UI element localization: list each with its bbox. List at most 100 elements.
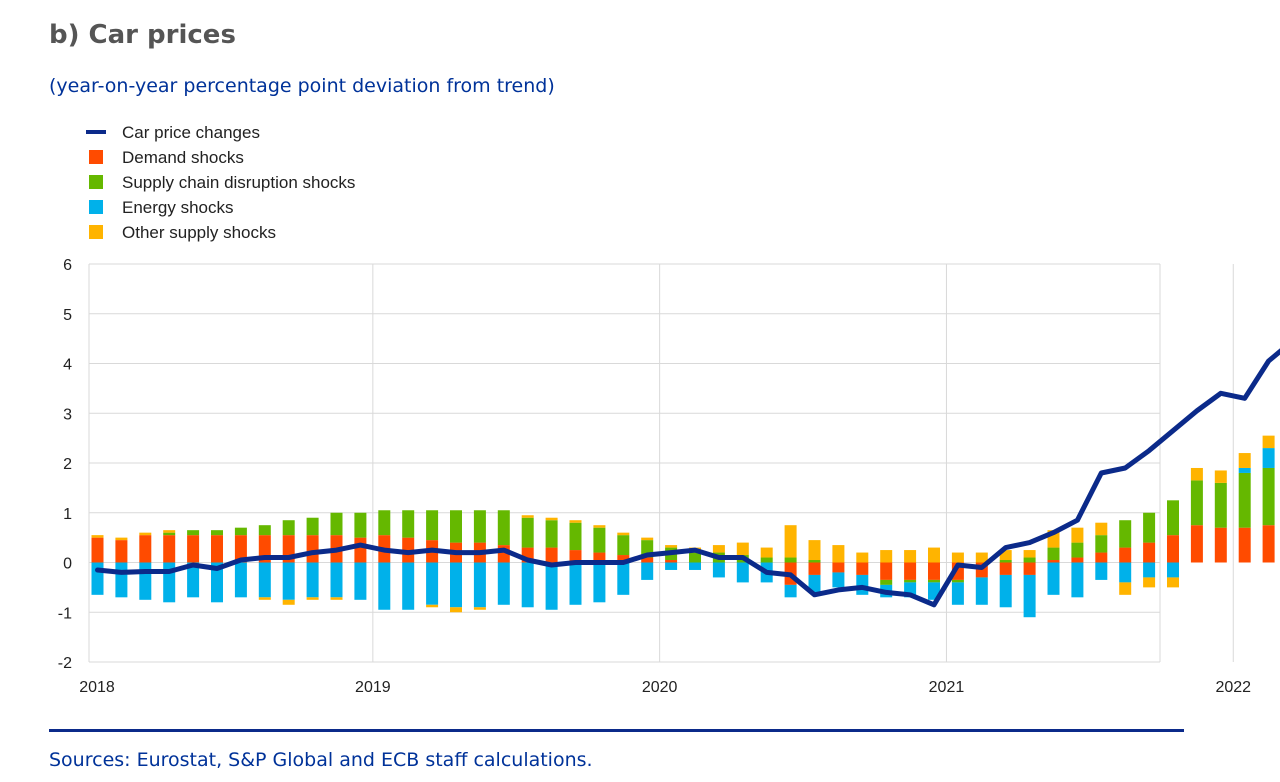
bar-demand xyxy=(1190,525,1203,563)
bar-energy xyxy=(234,562,247,598)
bar-other xyxy=(641,537,654,541)
x-tick-label: 2019 xyxy=(355,679,391,696)
bar-demand xyxy=(617,555,630,563)
bar-energy xyxy=(1047,562,1060,595)
bar-demand xyxy=(234,535,247,563)
bar-energy xyxy=(258,562,271,598)
bar-supply_chain xyxy=(904,579,917,583)
legend-label-demand: Demand shocks xyxy=(122,148,244,167)
bar-demand xyxy=(880,562,893,580)
bar-other xyxy=(330,597,343,600)
bar-energy xyxy=(617,562,630,595)
bar-supply_chain xyxy=(784,557,797,563)
bar-energy xyxy=(115,562,128,598)
bar-demand xyxy=(1047,560,1060,563)
bar-demand xyxy=(593,552,606,563)
bar-demand xyxy=(115,540,128,563)
bar-other xyxy=(712,545,725,553)
footer-rule xyxy=(49,729,1184,732)
y-tick-label: -1 xyxy=(58,605,72,622)
bar-supply_chain xyxy=(306,517,319,536)
bar-demand xyxy=(999,562,1012,575)
bar-demand xyxy=(1238,527,1251,563)
bar-supply_chain xyxy=(999,560,1012,563)
x-tick-label: 2018 xyxy=(79,679,115,696)
chart-subtitle: (year-on-year percentage point deviation… xyxy=(49,75,555,97)
bar-supply_chain xyxy=(1143,512,1156,543)
bar-other xyxy=(569,520,582,523)
bar-energy xyxy=(187,562,200,598)
bar-supply_chain xyxy=(378,510,391,536)
bar-supply_chain xyxy=(760,557,773,563)
bar-demand xyxy=(1023,562,1036,575)
bar-energy xyxy=(91,562,104,595)
bar-supply_chain xyxy=(163,532,176,536)
bar-other xyxy=(1143,577,1156,588)
chart-title: b) Car prices xyxy=(49,20,236,50)
y-tick-label: -2 xyxy=(58,655,72,672)
bar-demand xyxy=(665,560,678,563)
car-price-line xyxy=(95,348,1280,608)
bar-demand xyxy=(928,562,940,580)
bar-demand xyxy=(163,535,176,563)
y-tick-label: 1 xyxy=(63,506,72,523)
bar-supply_chain xyxy=(282,520,295,536)
bar-other xyxy=(856,552,869,563)
bar-demand xyxy=(1143,542,1156,563)
bar-energy xyxy=(1262,448,1275,468)
bar-energy xyxy=(665,562,678,570)
bar-energy xyxy=(1071,562,1084,598)
bar-other xyxy=(784,525,797,558)
bar-other xyxy=(115,537,128,541)
bar-supply_chain xyxy=(1167,500,1179,536)
bar-supply_chain xyxy=(1262,467,1275,526)
bar-other xyxy=(282,599,295,605)
bar-other xyxy=(1214,470,1227,483)
bar-supply_chain xyxy=(951,579,964,583)
grid-lines xyxy=(88,263,1234,663)
bar-energy xyxy=(1119,562,1132,583)
bar-demand xyxy=(641,557,654,563)
bar-energy xyxy=(736,562,749,583)
bar-other xyxy=(1071,527,1084,543)
bar-energy xyxy=(426,562,439,605)
bar-other xyxy=(426,604,439,608)
bar-other xyxy=(306,597,319,600)
bar-supply_chain xyxy=(473,510,486,543)
bar-energy xyxy=(784,584,797,598)
x-tick-label: 2021 xyxy=(929,679,965,696)
bar-supply_chain xyxy=(545,520,558,548)
bar-supply_chain xyxy=(211,530,223,536)
bar-other xyxy=(1023,550,1036,558)
bar-other xyxy=(1119,582,1132,595)
bar-other xyxy=(999,550,1012,561)
bar-energy xyxy=(282,562,295,600)
y-tick-label: 5 xyxy=(63,307,72,324)
bar-demand xyxy=(139,535,152,563)
bar-supply_chain xyxy=(187,530,200,536)
bar-supply_chain xyxy=(402,510,415,538)
bar-other xyxy=(904,550,917,563)
bar-supply_chain xyxy=(258,525,271,536)
bar-other xyxy=(450,607,462,613)
bar-supply_chain xyxy=(1095,535,1108,553)
bar-energy xyxy=(856,574,869,595)
y-tick-label: 4 xyxy=(63,357,72,374)
bar-supply_chain xyxy=(880,579,893,585)
bar-demand xyxy=(808,562,821,575)
bar-other xyxy=(473,607,486,610)
bar-supply_chain xyxy=(1047,547,1060,561)
bar-energy xyxy=(569,562,582,605)
bar-supply_chain xyxy=(330,512,343,536)
stacked-bars xyxy=(91,435,1275,618)
bar-other xyxy=(1262,435,1275,449)
legend-label-other: Other supply shocks xyxy=(122,223,276,242)
bar-energy xyxy=(1023,574,1036,618)
bar-other xyxy=(808,540,821,561)
bar-energy xyxy=(689,562,701,570)
bar-energy xyxy=(402,562,415,610)
bar-supply_chain xyxy=(450,510,462,543)
x-tick-label: 2020 xyxy=(642,679,678,696)
bar-other xyxy=(832,545,845,563)
bar-supply_chain xyxy=(689,552,701,563)
